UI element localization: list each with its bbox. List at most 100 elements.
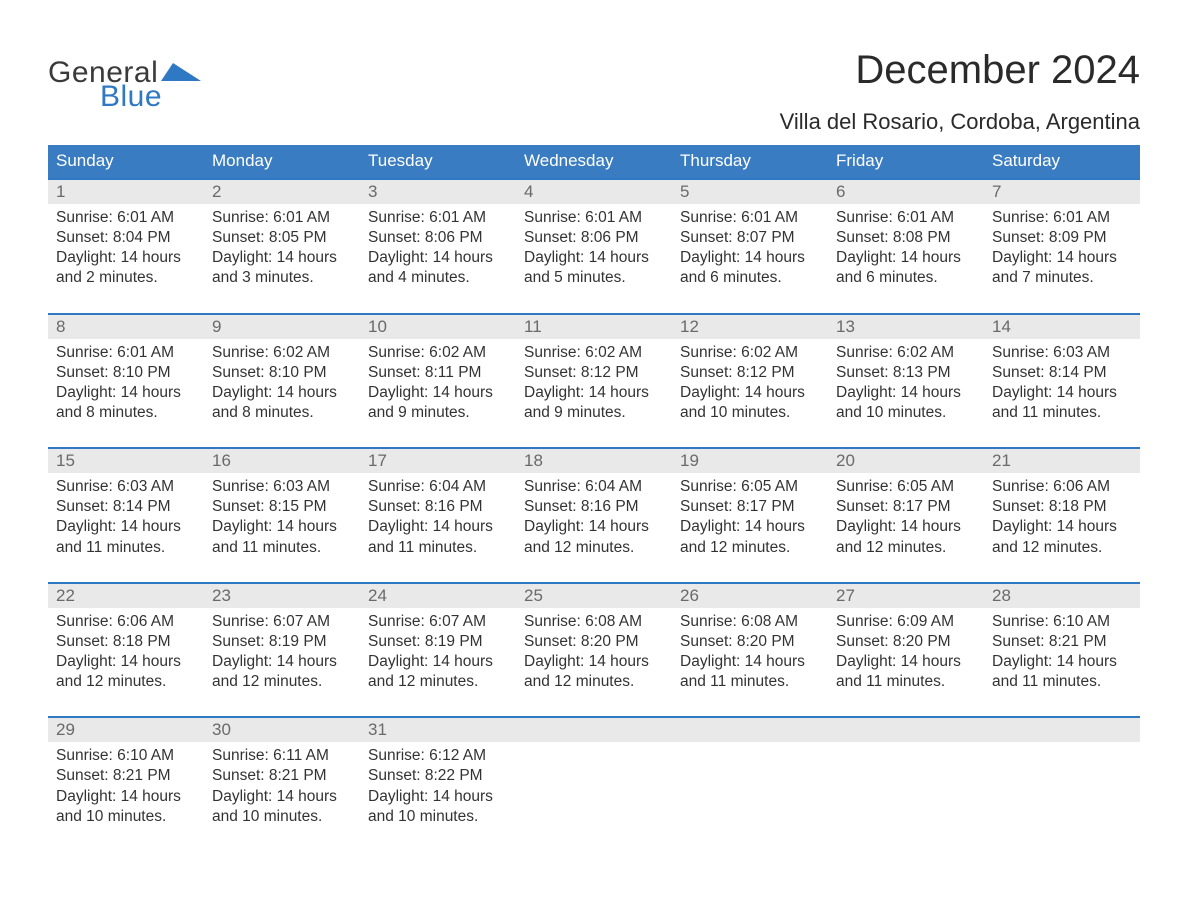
- sunset-text: Sunset: 8:06 PM: [368, 228, 508, 248]
- sunset-text: Sunset: 8:22 PM: [368, 766, 508, 786]
- day-number: 17: [360, 449, 516, 473]
- brand-logo: General Blue: [48, 48, 201, 112]
- daylight-text: and 5 minutes.: [524, 268, 664, 288]
- daylight-text: Daylight: 14 hours: [368, 383, 508, 403]
- sunrise-text: Sunrise: 6:09 AM: [836, 612, 976, 632]
- sunrise-text: Sunrise: 6:01 AM: [524, 208, 664, 228]
- daylight-text: and 11 minutes.: [836, 672, 976, 692]
- day-header: Friday: [828, 145, 984, 178]
- day-number: 13: [828, 315, 984, 339]
- day-cell: [672, 742, 828, 831]
- location-subtitle: Villa del Rosario, Cordoba, Argentina: [780, 109, 1140, 135]
- day-cell: Sunrise: 6:03 AMSunset: 8:15 PMDaylight:…: [204, 473, 360, 562]
- day-number: 27: [828, 584, 984, 608]
- sunset-text: Sunset: 8:06 PM: [524, 228, 664, 248]
- day-cell: Sunrise: 6:06 AMSunset: 8:18 PMDaylight:…: [48, 608, 204, 697]
- daylight-text: and 10 minutes.: [368, 807, 508, 827]
- sunrise-text: Sunrise: 6:01 AM: [836, 208, 976, 228]
- day-cell: Sunrise: 6:12 AMSunset: 8:22 PMDaylight:…: [360, 742, 516, 831]
- sunset-text: Sunset: 8:15 PM: [212, 497, 352, 517]
- sunset-text: Sunset: 8:12 PM: [524, 363, 664, 383]
- sunset-text: Sunset: 8:20 PM: [524, 632, 664, 652]
- day-number: 6: [828, 180, 984, 204]
- sunrise-text: Sunrise: 6:02 AM: [524, 343, 664, 363]
- day-cell: Sunrise: 6:02 AMSunset: 8:12 PMDaylight:…: [516, 339, 672, 428]
- daylight-text: and 9 minutes.: [524, 403, 664, 423]
- calendar-week: 15161718192021Sunrise: 6:03 AMSunset: 8:…: [48, 447, 1140, 562]
- day-header: Wednesday: [516, 145, 672, 178]
- day-cell: Sunrise: 6:03 AMSunset: 8:14 PMDaylight:…: [984, 339, 1140, 428]
- daylight-text: Daylight: 14 hours: [56, 787, 196, 807]
- day-number: 25: [516, 584, 672, 608]
- day-cell: [516, 742, 672, 831]
- day-number: [516, 718, 672, 742]
- day-number: 29: [48, 718, 204, 742]
- sunset-text: Sunset: 8:17 PM: [836, 497, 976, 517]
- sunrise-text: Sunrise: 6:02 AM: [368, 343, 508, 363]
- day-number: 14: [984, 315, 1140, 339]
- day-cell: Sunrise: 6:02 AMSunset: 8:11 PMDaylight:…: [360, 339, 516, 428]
- daylight-text: and 10 minutes.: [680, 403, 820, 423]
- sunset-text: Sunset: 8:04 PM: [56, 228, 196, 248]
- day-cell: Sunrise: 6:02 AMSunset: 8:12 PMDaylight:…: [672, 339, 828, 428]
- daylight-text: and 10 minutes.: [836, 403, 976, 423]
- day-cell: Sunrise: 6:01 AMSunset: 8:06 PMDaylight:…: [516, 204, 672, 293]
- sunset-text: Sunset: 8:11 PM: [368, 363, 508, 383]
- day-number: 28: [984, 584, 1140, 608]
- daylight-text: and 7 minutes.: [992, 268, 1132, 288]
- day-number: 3: [360, 180, 516, 204]
- daylight-text: and 12 minutes.: [836, 538, 976, 558]
- daylight-text: and 12 minutes.: [56, 672, 196, 692]
- day-details-row: Sunrise: 6:03 AMSunset: 8:14 PMDaylight:…: [48, 473, 1140, 562]
- daylight-text: and 10 minutes.: [212, 807, 352, 827]
- sunrise-text: Sunrise: 6:01 AM: [212, 208, 352, 228]
- day-number: 7: [984, 180, 1140, 204]
- daylight-text: Daylight: 14 hours: [212, 517, 352, 537]
- sunrise-text: Sunrise: 6:02 AM: [680, 343, 820, 363]
- day-number: 30: [204, 718, 360, 742]
- day-header: Tuesday: [360, 145, 516, 178]
- day-details-row: Sunrise: 6:10 AMSunset: 8:21 PMDaylight:…: [48, 742, 1140, 831]
- day-cell: Sunrise: 6:01 AMSunset: 8:04 PMDaylight:…: [48, 204, 204, 293]
- sunrise-text: Sunrise: 6:01 AM: [992, 208, 1132, 228]
- day-header: Monday: [204, 145, 360, 178]
- daylight-text: and 12 minutes.: [992, 538, 1132, 558]
- daylight-text: Daylight: 14 hours: [56, 652, 196, 672]
- sunset-text: Sunset: 8:09 PM: [992, 228, 1132, 248]
- day-number: 11: [516, 315, 672, 339]
- day-number: 21: [984, 449, 1140, 473]
- day-cell: Sunrise: 6:01 AMSunset: 8:07 PMDaylight:…: [672, 204, 828, 293]
- sunset-text: Sunset: 8:20 PM: [680, 632, 820, 652]
- day-number-row: 293031: [48, 716, 1140, 742]
- daylight-text: and 11 minutes.: [992, 403, 1132, 423]
- calendar-header-row: SundayMondayTuesdayWednesdayThursdayFrid…: [48, 145, 1140, 178]
- sunset-text: Sunset: 8:16 PM: [524, 497, 664, 517]
- day-number: 20: [828, 449, 984, 473]
- day-number: [984, 718, 1140, 742]
- daylight-text: and 11 minutes.: [992, 672, 1132, 692]
- day-number: 4: [516, 180, 672, 204]
- calendar-week: 891011121314Sunrise: 6:01 AMSunset: 8:10…: [48, 313, 1140, 428]
- sunset-text: Sunset: 8:14 PM: [992, 363, 1132, 383]
- daylight-text: and 4 minutes.: [368, 268, 508, 288]
- day-cell: Sunrise: 6:03 AMSunset: 8:14 PMDaylight:…: [48, 473, 204, 562]
- daylight-text: Daylight: 14 hours: [524, 652, 664, 672]
- day-cell: Sunrise: 6:04 AMSunset: 8:16 PMDaylight:…: [516, 473, 672, 562]
- day-cell: Sunrise: 6:05 AMSunset: 8:17 PMDaylight:…: [828, 473, 984, 562]
- day-number-row: 22232425262728: [48, 582, 1140, 608]
- daylight-text: Daylight: 14 hours: [56, 383, 196, 403]
- day-number-row: 891011121314: [48, 313, 1140, 339]
- day-cell: Sunrise: 6:02 AMSunset: 8:13 PMDaylight:…: [828, 339, 984, 428]
- day-number: 12: [672, 315, 828, 339]
- day-number: [672, 718, 828, 742]
- title-block: December 2024 Villa del Rosario, Cordoba…: [780, 48, 1140, 135]
- day-cell: [984, 742, 1140, 831]
- day-details-row: Sunrise: 6:01 AMSunset: 8:10 PMDaylight:…: [48, 339, 1140, 428]
- sunrise-text: Sunrise: 6:07 AM: [368, 612, 508, 632]
- sunset-text: Sunset: 8:19 PM: [368, 632, 508, 652]
- daylight-text: and 11 minutes.: [368, 538, 508, 558]
- daylight-text: and 3 minutes.: [212, 268, 352, 288]
- daylight-text: and 9 minutes.: [368, 403, 508, 423]
- daylight-text: and 12 minutes.: [524, 538, 664, 558]
- sunset-text: Sunset: 8:05 PM: [212, 228, 352, 248]
